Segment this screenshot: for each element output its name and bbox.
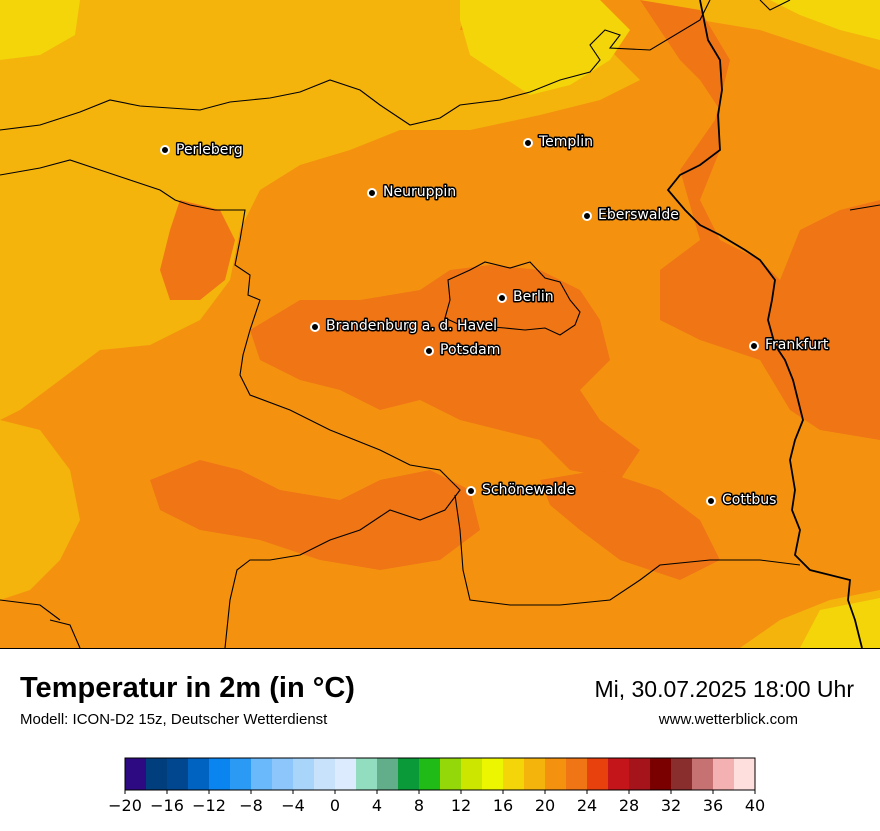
legend-swatch — [167, 758, 189, 790]
legend-tick-label: 0 — [330, 796, 340, 815]
legend-swatch — [398, 758, 420, 790]
legend-swatch — [503, 758, 525, 790]
legend-swatch — [440, 758, 462, 790]
legend-tick-label: −20 — [108, 796, 142, 815]
color-legend: −20 −16 −12 −8 −4 0 4 8 12 16 20 24 28 32 36 40 — [100, 752, 780, 826]
city-neuruppin: Neuruppin — [367, 183, 458, 202]
legend-swatch — [419, 758, 441, 790]
temperature-field-18-20-west — [0, 0, 640, 420]
legend-swatch — [146, 758, 168, 790]
legend-swatch — [566, 758, 588, 790]
legend-swatch — [461, 758, 483, 790]
legend-swatch — [125, 758, 147, 790]
temperature-field-22-24-center — [250, 265, 640, 480]
city-eberswalde: Eberswalde — [582, 206, 680, 225]
legend-tick-label: 16 — [493, 796, 513, 815]
legend-swatch — [524, 758, 546, 790]
city-berlin: Berlin — [497, 288, 555, 307]
legend-swatch — [545, 758, 567, 790]
temperature-field-16-18-nw — [0, 0, 80, 60]
legend-tick-label: −12 — [192, 796, 226, 815]
legend-swatch — [356, 758, 378, 790]
temperature-field-16-18-ne — [770, 0, 880, 40]
legend-tick-label: −4 — [281, 796, 305, 815]
legend-swatch — [482, 758, 504, 790]
legend-swatch — [587, 758, 609, 790]
temperature-field-22-24-south — [150, 460, 480, 570]
legend-tick-label: 12 — [451, 796, 471, 815]
legend-swatch — [650, 758, 672, 790]
legend-canvas: −20 −16 −12 −8 −4 0 4 8 12 16 20 24 28 32 36 40 — [108, 757, 765, 815]
legend-swatch — [734, 758, 756, 790]
city-label-schoenewalde: Schönewalde — [482, 482, 575, 498]
map-title: Temperatur in 2m (in °C) — [20, 672, 355, 704]
legend-swatch — [608, 758, 630, 790]
temperature-field-22-24-west — [160, 200, 235, 300]
legend-swatch — [293, 758, 315, 790]
map-canvas: Perleberg Templin Neuruppin Eberswalde B… — [0, 0, 880, 648]
legend-swatch — [629, 758, 651, 790]
temperature-field-22-24-se — [540, 470, 720, 580]
legend-swatch — [377, 758, 399, 790]
legend-swatch — [671, 758, 693, 790]
legend-tick-label: 40 — [745, 796, 765, 815]
legend-swatch — [335, 758, 357, 790]
city-brandenburg: Brandenburg a. d. Havel — [310, 317, 498, 336]
legend-swatch — [713, 758, 735, 790]
city-label-eberswalde: Eberswalde — [598, 207, 679, 223]
legend-tick-label: −16 — [150, 796, 184, 815]
legend-swatch — [230, 758, 252, 790]
legend-tick-label: 24 — [577, 796, 597, 815]
temperature-field-22-24-east — [640, 0, 880, 440]
legend-tick-label: 8 — [414, 796, 424, 815]
city-label-potsdam: Potsdam — [440, 342, 500, 358]
temperature-map: Perleberg Templin Neuruppin Eberswalde B… — [0, 0, 880, 649]
legend-tick-label: −8 — [239, 796, 263, 815]
national-border — [666, 0, 863, 648]
city-label-cottbus: Cottbus — [722, 492, 776, 508]
state-borders — [0, 0, 880, 648]
legend-swatch — [209, 758, 231, 790]
legend-swatch — [692, 758, 714, 790]
city-label-frankfurt: Frankfurt — [765, 337, 829, 353]
legend-tick-label: 20 — [535, 796, 555, 815]
city-potsdam: Potsdam — [424, 341, 502, 360]
city-templin: Templin — [523, 133, 594, 152]
website-link[interactable]: www.wetterblick.com — [658, 711, 798, 728]
city-label-perleberg: Perleberg — [176, 142, 243, 158]
city-label-templin: Templin — [538, 134, 593, 150]
legend-tick-label: 32 — [661, 796, 681, 815]
legend-swatch — [272, 758, 294, 790]
city-label-neuruppin: Neuruppin — [383, 184, 456, 200]
legend-tick-label: 4 — [372, 796, 382, 815]
legend-tick-label: 28 — [619, 796, 639, 815]
legend-swatch — [251, 758, 273, 790]
temperature-field-18-20-sw — [0, 420, 80, 600]
legend-swatch — [314, 758, 336, 790]
temperature-field-16-18-se — [800, 598, 880, 648]
temperature-field-16-18-n — [460, 0, 630, 95]
legend-tick-label: 36 — [703, 796, 723, 815]
city-frankfurt: Frankfurt — [749, 336, 830, 355]
city-label-brandenburg: Brandenburg a. d. Havel — [326, 318, 497, 334]
city-label-berlin: Berlin — [513, 289, 554, 305]
legend-swatch — [188, 758, 210, 790]
city-perleberg: Perleberg — [160, 141, 244, 160]
forecast-datetime: Mi, 30.07.2025 18:00 Uhr — [594, 676, 854, 702]
model-info: Modell: ICON-D2 15z, Deutscher Wetterdie… — [20, 711, 328, 728]
city-schoenewalde: Schönewalde — [466, 481, 576, 500]
city-cottbus: Cottbus — [706, 491, 778, 510]
legend-frame — [124, 757, 756, 791]
